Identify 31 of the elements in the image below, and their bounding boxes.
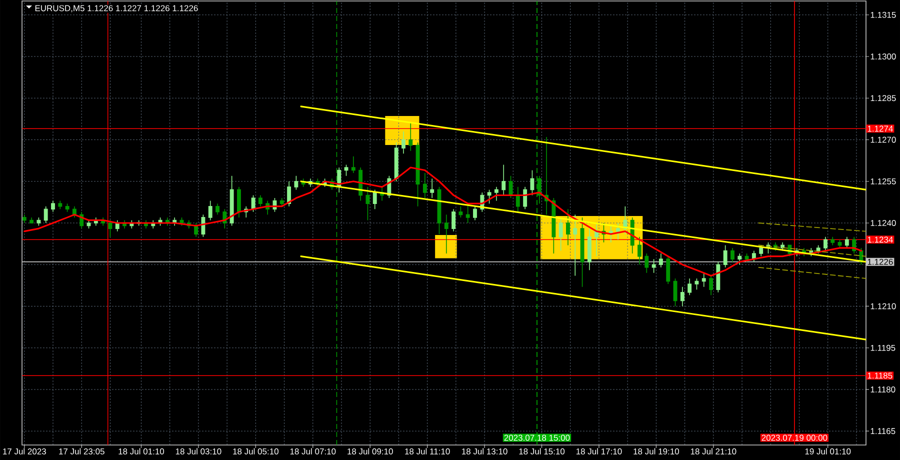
x-tick-label: 19 Jul 01:10 (805, 448, 851, 454)
y-tick-label: 1.1180 (870, 386, 896, 392)
y-tick-label: 1.1285 (870, 95, 896, 102)
x-tick-label: 17 Jul 23:05 (59, 448, 104, 454)
ref-line-label: 1.1185 (868, 372, 892, 379)
x-tick-label: 18 Jul 05:10 (233, 448, 278, 454)
y-tick-label: 1.1195 (870, 344, 896, 351)
y-tick-label: 1.1210 (870, 303, 896, 310)
x-tick-label: 18 Jul 13:10 (462, 448, 508, 454)
y-tick-label: 1.1315 (870, 12, 896, 18)
ref-line-label: 2023.07.19 00:00 (762, 434, 828, 441)
x-tick-label: 18 Jul 11:10 (405, 448, 450, 454)
x-tick-label: 18 Jul 07:10 (290, 448, 336, 454)
chart-title: EURUSD,M5 1.1226 1.1227 1.1226 1.1226 (35, 5, 198, 12)
y-tick-label: 1.1240 (870, 220, 896, 226)
x-tick-label: 18 Jul 19:10 (634, 448, 679, 454)
x-tick-label: 18 Jul 09:10 (348, 448, 393, 454)
ref-line-label: 1.1274 (868, 126, 893, 132)
ref-line-label: 1.1226 (868, 258, 893, 265)
x-tick-label: 18 Jul 21:10 (690, 448, 736, 454)
x-tick-label: 18 Jul 15:10 (519, 448, 565, 454)
ref-line-label: 2023.07.18 15:00 (504, 434, 570, 441)
y-tick-label: 1.1255 (870, 178, 896, 184)
y-tick-label: 1.1300 (870, 53, 896, 60)
x-tick-label: 17 Jul 2023 (3, 448, 46, 454)
x-tick-label: 18 Jul 03:10 (176, 448, 222, 454)
ref-line-label: 1.1234 (868, 236, 893, 243)
y-tick-label: 1.1165 (870, 428, 896, 434)
x-tick-label: 18 Jul 17:10 (576, 448, 622, 454)
y-tick-label: 1.1270 (870, 136, 896, 143)
x-tick-label: 18 Jul 01:10 (118, 448, 164, 454)
